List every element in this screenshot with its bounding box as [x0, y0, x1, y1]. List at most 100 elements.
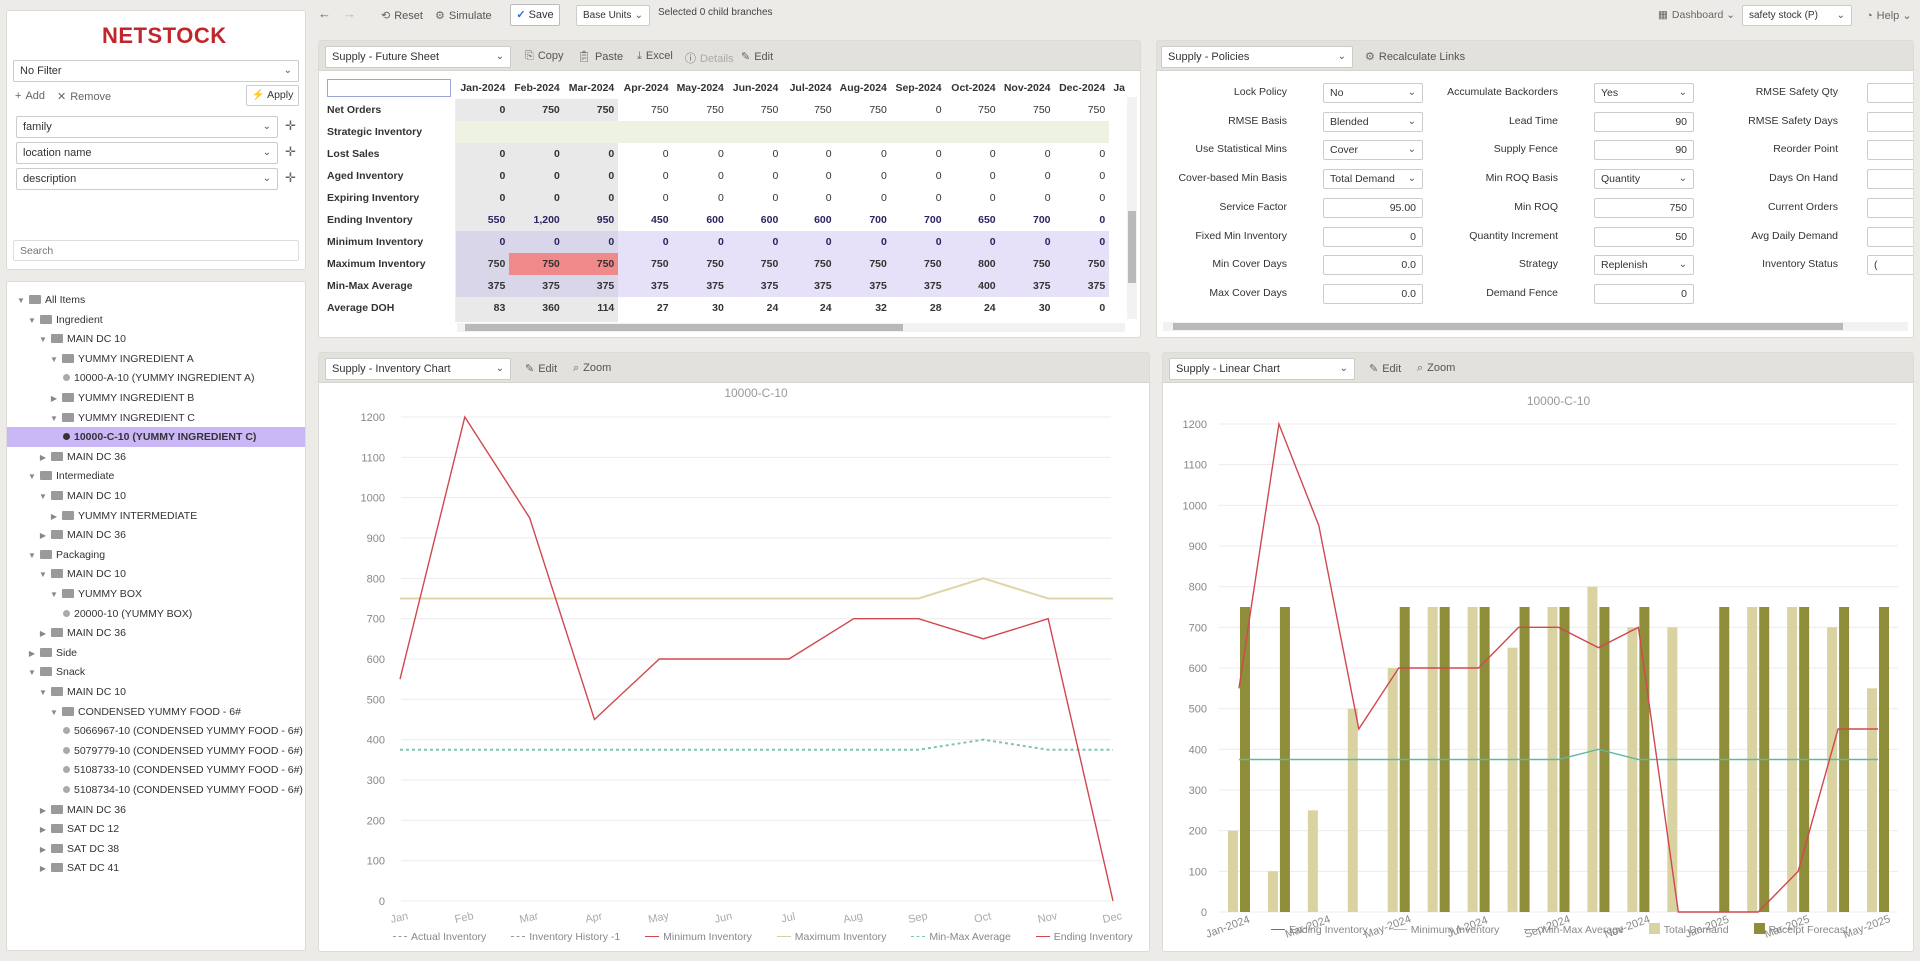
- grid-cell[interactable]: [1109, 275, 1129, 297]
- grid-cell[interactable]: 750: [727, 99, 783, 121]
- grid-cell[interactable]: 0: [890, 231, 946, 253]
- grid-cell[interactable]: 750: [672, 99, 728, 121]
- simulate-button[interactable]: ⚙ Simulate: [435, 10, 492, 22]
- policy-input[interactable]: (: [1867, 255, 1913, 276]
- filter-select[interactable]: No Filter ⌄: [13, 60, 299, 82]
- grid-cell[interactable]: 400: [945, 275, 1000, 297]
- policy-input[interactable]: [1867, 169, 1913, 190]
- grid-cell[interactable]: 1,200: [509, 209, 564, 231]
- policy-input[interactable]: [1867, 226, 1913, 247]
- grid-cell[interactable]: 0: [835, 187, 891, 209]
- grid-cell[interactable]: 375: [672, 275, 728, 297]
- expand-icon[interactable]: ▶: [39, 864, 47, 874]
- grid-cell[interactable]: 0: [945, 231, 1000, 253]
- grid-cell[interactable]: 0: [455, 165, 510, 187]
- grid-cell[interactable]: [672, 319, 728, 322]
- tree-folder[interactable]: ▼ YUMMY INGREDIENT A: [7, 349, 305, 369]
- grid-cell[interactable]: [563, 121, 619, 143]
- grid-cell[interactable]: [618, 121, 673, 143]
- grid-cell[interactable]: 375: [563, 275, 619, 297]
- grid-cell[interactable]: 700: [835, 209, 891, 231]
- grid-cell[interactable]: 0: [509, 165, 564, 187]
- grid-cell[interactable]: 30: [999, 297, 1055, 319]
- policy-input[interactable]: [1867, 111, 1913, 132]
- grid-cell[interactable]: 450: [618, 209, 673, 231]
- grid-cell[interactable]: [1109, 297, 1129, 319]
- tree-folder[interactable]: ▼ MAIN DC 10: [7, 329, 305, 349]
- grid-cell[interactable]: [1109, 165, 1129, 187]
- grid-cell[interactable]: 0: [727, 143, 783, 165]
- policy-input[interactable]: [1867, 197, 1913, 218]
- grid-cell[interactable]: 750: [563, 253, 619, 275]
- tree-folder[interactable]: ▶ Side: [7, 643, 305, 663]
- tree-item[interactable]: 5079779-10 (CONDENSED YUMMY FOOD - 6#): [7, 741, 305, 761]
- back-arrow-icon[interactable]: ←: [318, 6, 331, 21]
- grid-cell[interactable]: [835, 319, 891, 322]
- grid-cell[interactable]: 0: [618, 231, 673, 253]
- tree-folder[interactable]: ▼ YUMMY BOX: [7, 584, 305, 604]
- tree-folder[interactable]: ▶ MAIN DC 36: [7, 623, 305, 643]
- edit-button[interactable]: ✎ Edit: [525, 363, 558, 375]
- legend-min-max-average[interactable]: Min-Max Average: [1524, 924, 1624, 936]
- scroll-thumb[interactable]: [465, 324, 903, 331]
- grid-cell[interactable]: 750: [945, 99, 1000, 121]
- grid-cell[interactable]: [618, 319, 673, 322]
- grid-cell[interactable]: [1054, 319, 1110, 322]
- grid-cell[interactable]: 800: [945, 253, 1000, 275]
- grid-cell[interactable]: 0: [509, 143, 564, 165]
- tree-folder[interactable]: ▼ MAIN DC 10: [7, 682, 305, 702]
- tree-folder[interactable]: ▼ Ingredient: [7, 310, 305, 330]
- grid-cell[interactable]: 700: [890, 209, 946, 231]
- grid-cell[interactable]: 0: [782, 165, 836, 187]
- tree-item[interactable]: 10000-C-10 (YUMMY INGREDIENT C): [7, 427, 305, 448]
- collapse-icon[interactable]: ▼: [39, 570, 47, 580]
- grid-cell[interactable]: 0: [835, 143, 891, 165]
- grid-cell[interactable]: 114: [563, 297, 619, 319]
- grid-cell[interactable]: [782, 121, 836, 143]
- legend-total-demand[interactable]: Total Demand: [1648, 923, 1729, 936]
- policy-select[interactable]: Blended ⌄: [1323, 111, 1423, 132]
- grid-cell[interactable]: 0: [1054, 231, 1110, 253]
- grid-cell[interactable]: 750: [782, 99, 836, 121]
- excel-button[interactable]: ⤓ Excel: [637, 50, 673, 62]
- grid-cell[interactable]: 0: [945, 187, 1000, 209]
- grid-cell[interactable]: [672, 121, 728, 143]
- grid-cell[interactable]: [455, 319, 510, 322]
- horizontal-scrollbar[interactable]: [457, 323, 1125, 332]
- expand-icon[interactable]: ▶: [28, 648, 36, 658]
- grid-cell[interactable]: 0: [1054, 187, 1110, 209]
- recalculate-links-button[interactable]: ⚙ Recalculate Links: [1365, 51, 1466, 63]
- collapse-icon[interactable]: ▼: [39, 335, 47, 345]
- grid-cell[interactable]: 950: [563, 209, 619, 231]
- grid-cell[interactable]: 375: [782, 275, 836, 297]
- grid-cell[interactable]: 0: [455, 99, 510, 121]
- grid-cell[interactable]: [727, 121, 783, 143]
- grid-cell[interactable]: [835, 121, 891, 143]
- grid-cell[interactable]: 0: [509, 187, 564, 209]
- policy-input[interactable]: 0: [1594, 283, 1694, 304]
- legend-actual-inventory[interactable]: Actual Inventory: [393, 931, 486, 943]
- zoom-button[interactable]: ⌕ Zoom: [1417, 362, 1456, 374]
- legend-inventory-history[interactable]: Inventory History -1: [511, 931, 620, 943]
- grid-cell[interactable]: 30: [672, 297, 728, 319]
- grid-cell[interactable]: [999, 121, 1055, 143]
- grid-cell[interactable]: 0: [890, 165, 946, 187]
- expand-icon[interactable]: ▶: [39, 825, 47, 835]
- grid-cell[interactable]: 375: [455, 275, 510, 297]
- grid-cell[interactable]: 0: [945, 165, 1000, 187]
- grid-cell[interactable]: 0: [563, 165, 619, 187]
- policy-select[interactable]: Quantity ⌄: [1594, 169, 1694, 190]
- grid-cell[interactable]: 0: [782, 187, 836, 209]
- expand-icon[interactable]: ▶: [39, 844, 47, 854]
- grid-cell[interactable]: 0: [563, 231, 619, 253]
- grid-cell[interactable]: [1109, 209, 1129, 231]
- expand-icon[interactable]: ▶: [39, 452, 47, 462]
- legend-receipt-forecast[interactable]: Receipt Forecast: [1753, 923, 1848, 936]
- expand-icon[interactable]: ▶: [39, 629, 47, 639]
- dashboard-button[interactable]: ▦ Dashboard ⌄: [1658, 9, 1736, 21]
- grid-cell[interactable]: 0: [509, 231, 564, 253]
- grid-cell[interactable]: [509, 319, 564, 322]
- grid-cell[interactable]: 750: [509, 99, 564, 121]
- grid-cell[interactable]: 0: [999, 143, 1055, 165]
- policy-select[interactable]: No ⌄: [1323, 83, 1423, 103]
